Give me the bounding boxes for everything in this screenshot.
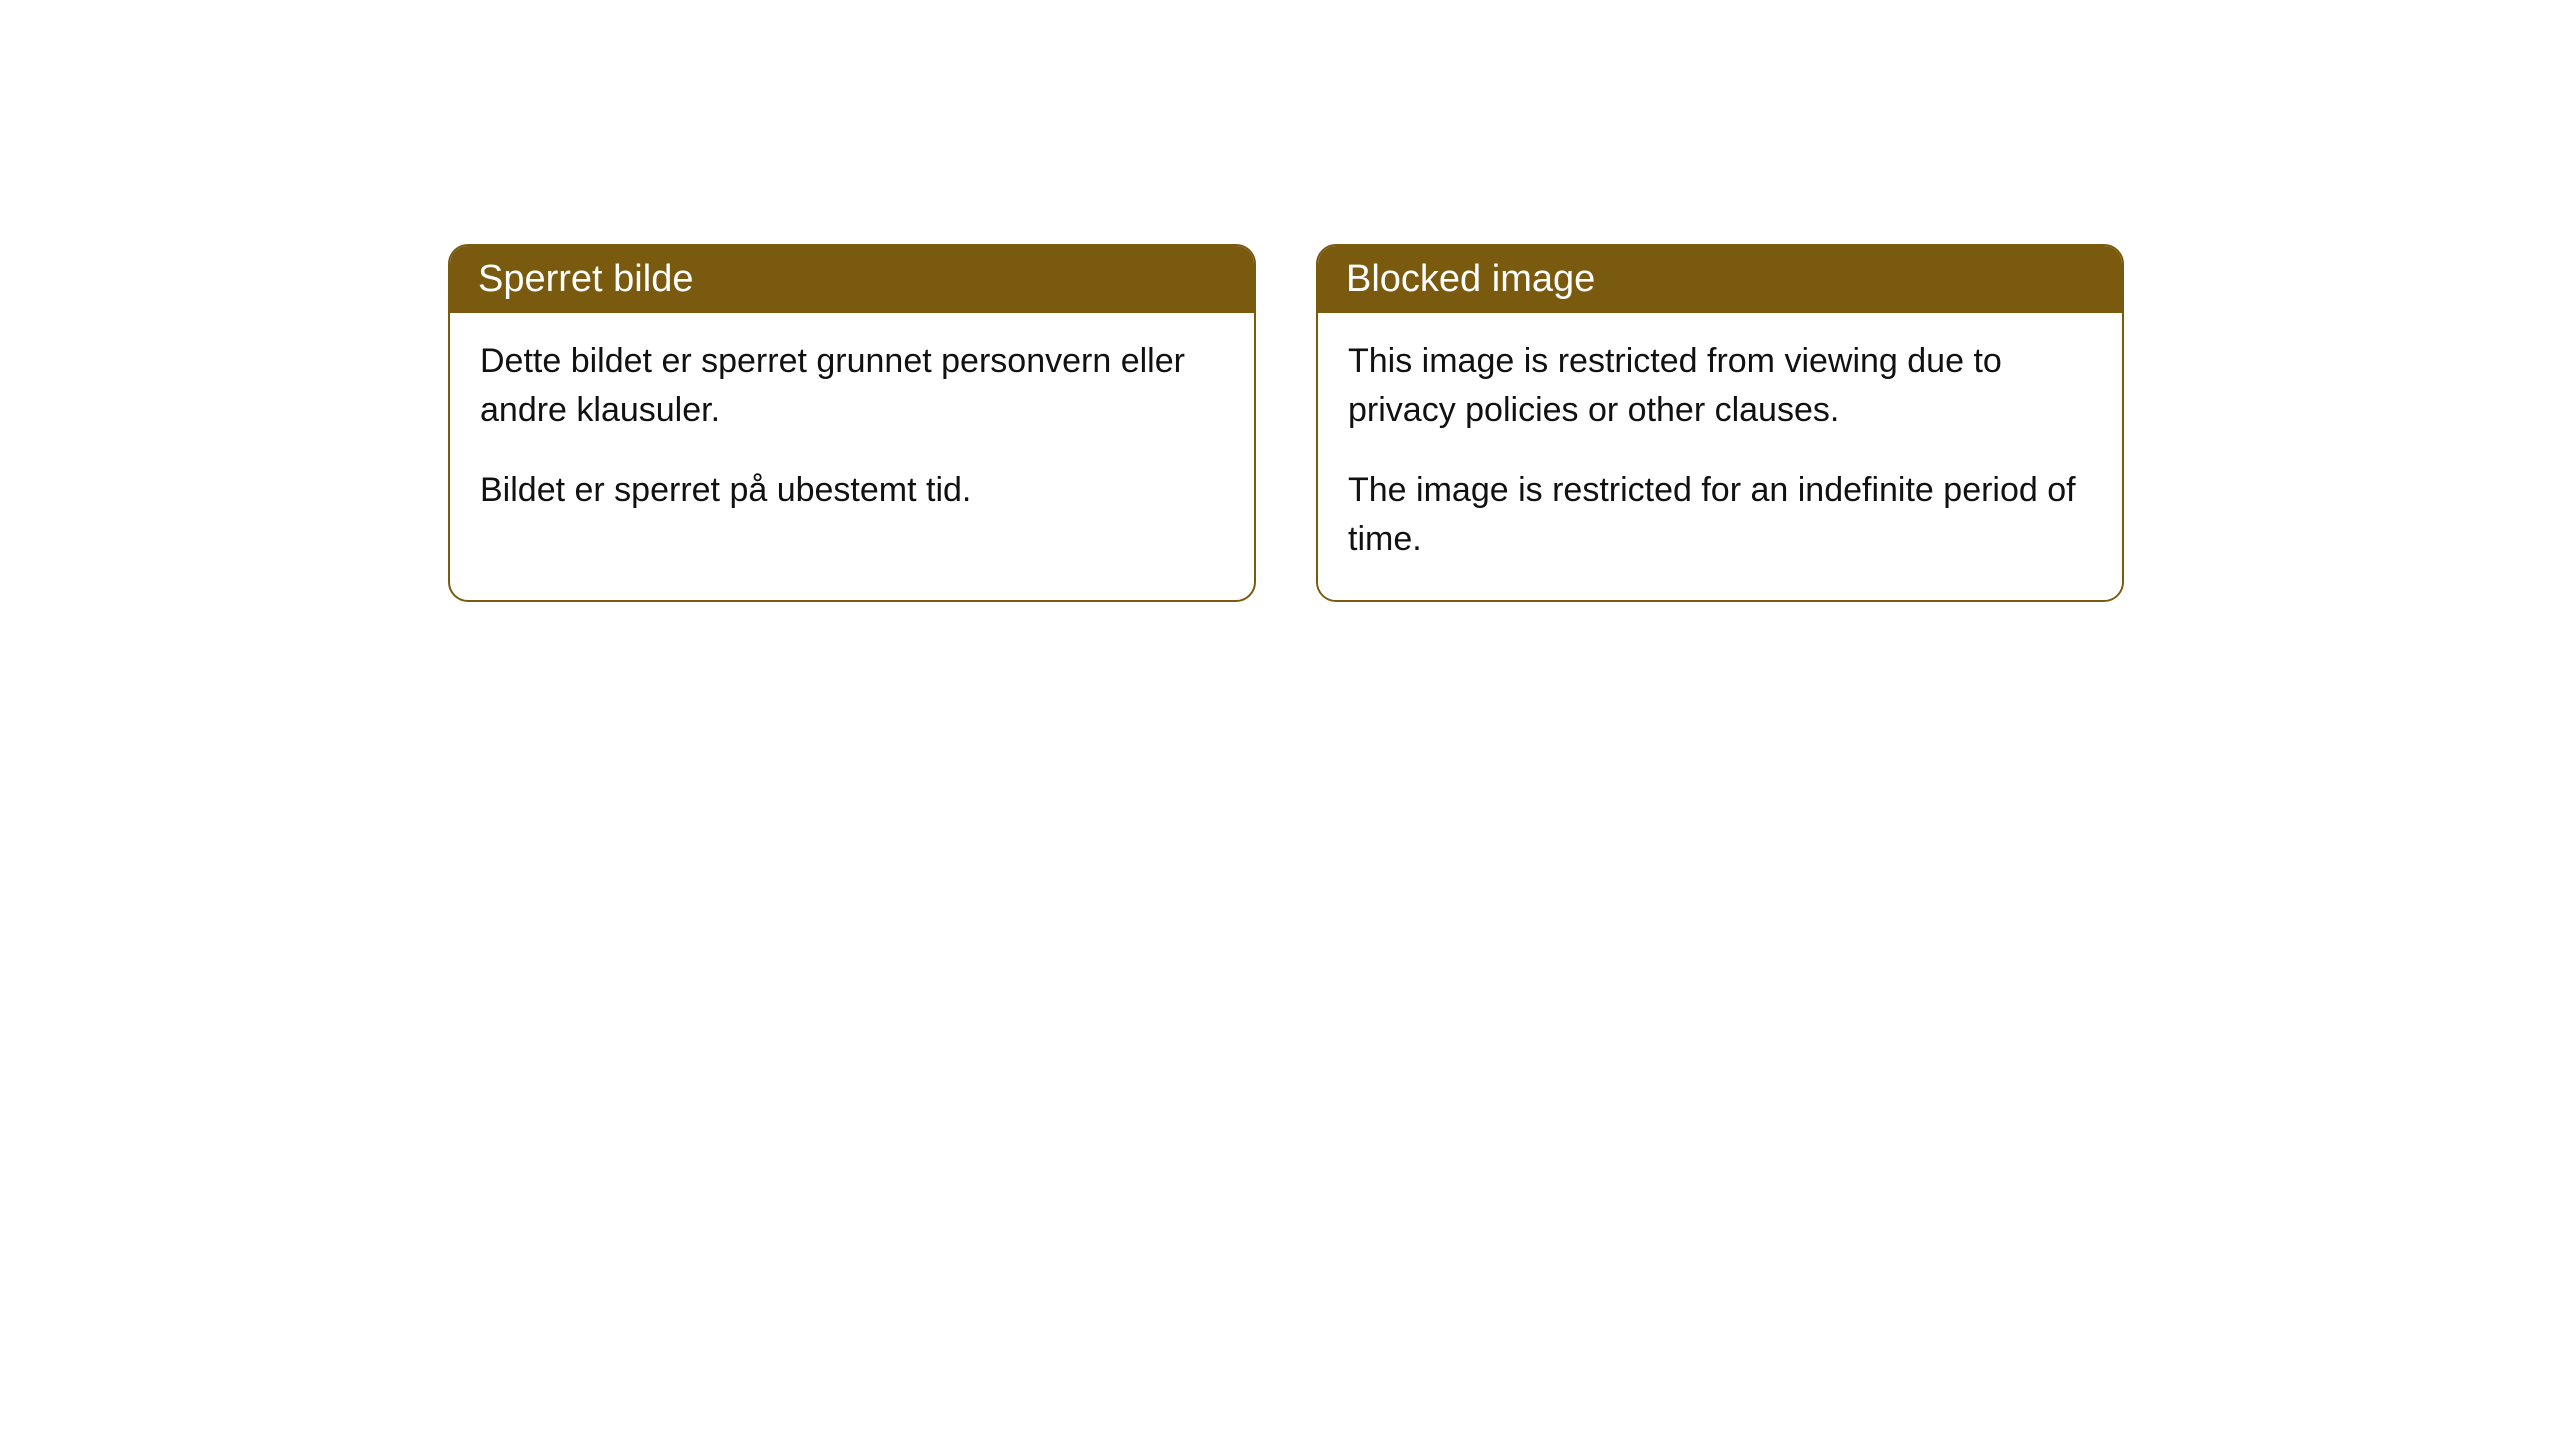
card-title: Blocked image — [1346, 258, 1595, 300]
card-header: Sperret bilde — [450, 246, 1254, 313]
card-paragraph: Dette bildet er sperret grunnet personve… — [480, 337, 1224, 436]
notice-cards-container: Sperret bilde Dette bildet er sperret gr… — [0, 0, 2560, 602]
card-title: Sperret bilde — [478, 258, 693, 300]
card-body: Dette bildet er sperret grunnet personve… — [450, 313, 1254, 551]
blocked-image-card-english: Blocked image This image is restricted f… — [1316, 244, 2124, 602]
card-paragraph: This image is restricted from viewing du… — [1348, 337, 2092, 436]
card-paragraph: Bildet er sperret på ubestemt tid. — [480, 466, 1224, 515]
card-body: This image is restricted from viewing du… — [1318, 313, 2122, 600]
blocked-image-card-norwegian: Sperret bilde Dette bildet er sperret gr… — [448, 244, 1256, 602]
card-header: Blocked image — [1318, 246, 2122, 313]
card-paragraph: The image is restricted for an indefinit… — [1348, 466, 2092, 565]
